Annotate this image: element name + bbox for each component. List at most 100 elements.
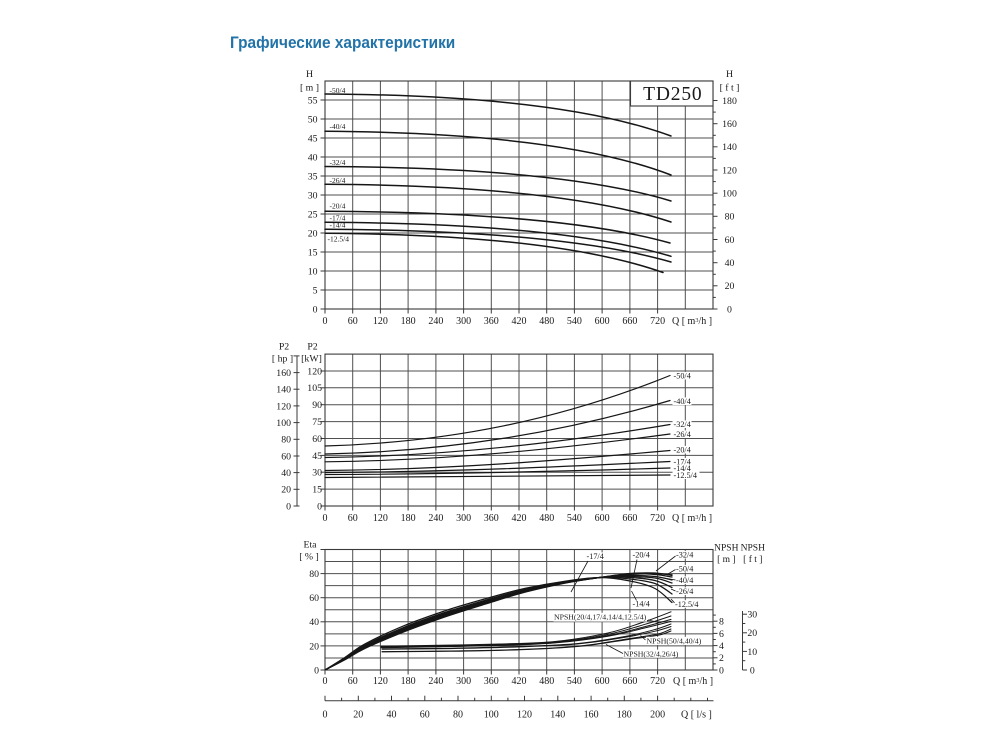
svg-text:P2: P2 — [307, 342, 317, 353]
svg-text:60: 60 — [348, 316, 358, 327]
svg-text:40: 40 — [308, 152, 318, 163]
svg-text:720: 720 — [650, 316, 665, 327]
svg-text:8: 8 — [719, 617, 724, 628]
svg-text:120: 120 — [373, 676, 388, 687]
svg-text:NPSH(32/4,26/4): NPSH(32/4,26/4) — [624, 649, 679, 658]
svg-text:35: 35 — [308, 171, 318, 182]
svg-text:-17/4: -17/4 — [587, 552, 604, 561]
svg-text:100: 100 — [484, 710, 499, 721]
svg-text:600: 600 — [595, 316, 610, 327]
svg-text:-14/4: -14/4 — [330, 220, 346, 229]
svg-text:45: 45 — [312, 451, 322, 462]
svg-text:15: 15 — [312, 485, 322, 496]
svg-text:75: 75 — [312, 417, 322, 428]
svg-text:120: 120 — [373, 316, 388, 327]
svg-text:360: 360 — [484, 676, 499, 687]
svg-text:120: 120 — [276, 401, 291, 412]
svg-text:20: 20 — [308, 228, 318, 239]
svg-text:H: H — [306, 69, 313, 80]
svg-text:-14/4: -14/4 — [674, 464, 691, 473]
svg-text:60: 60 — [420, 710, 430, 721]
svg-text:180: 180 — [722, 96, 737, 107]
svg-text:240: 240 — [428, 676, 443, 687]
svg-text:Eta: Eta — [303, 540, 317, 551]
svg-text:[ m ]: [ m ] — [717, 555, 735, 565]
svg-text:NPSH(20/4,17/4,14/4,12.5/4): NPSH(20/4,17/4,14/4,12.5/4) — [554, 613, 647, 622]
svg-text:-26/4: -26/4 — [676, 587, 693, 596]
svg-text:-12.5/4: -12.5/4 — [328, 235, 350, 244]
svg-text:-40/4: -40/4 — [330, 122, 346, 131]
svg-text:45: 45 — [308, 133, 318, 144]
svg-text:55: 55 — [308, 95, 318, 106]
svg-text:100: 100 — [722, 189, 737, 200]
svg-text:600: 600 — [595, 676, 610, 687]
svg-text:180: 180 — [401, 513, 416, 524]
svg-text:480: 480 — [539, 513, 554, 524]
svg-text:140: 140 — [722, 142, 737, 153]
svg-text:160: 160 — [584, 710, 599, 721]
svg-text:180: 180 — [401, 316, 416, 327]
svg-text:-26/4: -26/4 — [330, 176, 346, 185]
svg-text:0: 0 — [323, 513, 328, 524]
svg-text:20: 20 — [747, 628, 757, 639]
svg-text:105: 105 — [307, 383, 322, 394]
svg-text:60: 60 — [312, 434, 322, 445]
svg-text:480: 480 — [539, 676, 554, 687]
svg-text:40: 40 — [725, 258, 735, 269]
svg-text:[ hp ]: [ hp ] — [272, 354, 293, 365]
svg-text:50: 50 — [308, 114, 318, 125]
svg-text:0: 0 — [313, 304, 318, 315]
svg-text:300: 300 — [456, 316, 471, 327]
svg-text:120: 120 — [517, 710, 532, 721]
svg-text:80: 80 — [281, 435, 291, 446]
svg-text:5: 5 — [313, 285, 318, 296]
svg-text:[ % ]: [ % ] — [299, 552, 319, 563]
svg-text:90: 90 — [312, 400, 322, 411]
svg-text:660: 660 — [622, 316, 637, 327]
svg-text:360: 360 — [484, 513, 499, 524]
svg-text:-12.5/4: -12.5/4 — [674, 471, 697, 480]
svg-text:0: 0 — [314, 665, 319, 676]
svg-text:160: 160 — [722, 119, 737, 130]
svg-text:-20/4: -20/4 — [330, 202, 346, 211]
svg-text:200: 200 — [650, 710, 665, 721]
svg-text:0: 0 — [323, 710, 328, 721]
svg-text:NPSH: NPSH — [714, 544, 738, 554]
svg-text:180: 180 — [401, 676, 416, 687]
svg-text:20: 20 — [353, 710, 363, 721]
svg-text:4: 4 — [719, 641, 724, 652]
svg-text:120: 120 — [373, 513, 388, 524]
svg-text:240: 240 — [428, 316, 443, 327]
svg-text:10: 10 — [308, 266, 318, 277]
svg-text:140: 140 — [276, 385, 291, 396]
svg-text:0: 0 — [323, 676, 328, 687]
svg-text:360: 360 — [484, 316, 499, 327]
svg-text:40: 40 — [281, 468, 291, 479]
svg-text:-50/4: -50/4 — [676, 565, 693, 574]
svg-text:720: 720 — [650, 676, 665, 687]
svg-text:H: H — [726, 69, 733, 80]
svg-text:-32/4: -32/4 — [676, 551, 693, 560]
svg-text:240: 240 — [428, 513, 443, 524]
svg-text:P2: P2 — [279, 342, 289, 353]
svg-text:300: 300 — [456, 513, 471, 524]
svg-text:660: 660 — [622, 513, 637, 524]
svg-text:80: 80 — [453, 710, 463, 721]
svg-text:0: 0 — [719, 665, 724, 676]
svg-text:Q [ m3/h ]: Q [ m3/h ] — [672, 513, 712, 524]
svg-text:540: 540 — [567, 676, 582, 687]
svg-text:Q [ m3/h ]: Q [ m3/h ] — [673, 676, 713, 687]
svg-text:Q [ l/s ]: Q [ l/s ] — [681, 710, 712, 721]
svg-text:180: 180 — [617, 710, 632, 721]
svg-text:540: 540 — [567, 316, 582, 327]
svg-text:-17/4: -17/4 — [330, 214, 346, 223]
svg-text:0: 0 — [323, 316, 328, 327]
svg-text:420: 420 — [512, 676, 527, 687]
svg-text:40: 40 — [309, 617, 319, 628]
svg-text:25: 25 — [308, 209, 318, 220]
svg-text:-50/4: -50/4 — [674, 372, 691, 381]
svg-text:-32/4: -32/4 — [330, 158, 346, 167]
svg-text:60: 60 — [348, 676, 358, 687]
svg-text:60: 60 — [309, 593, 319, 604]
svg-text:NPSH: NPSH — [741, 544, 765, 554]
